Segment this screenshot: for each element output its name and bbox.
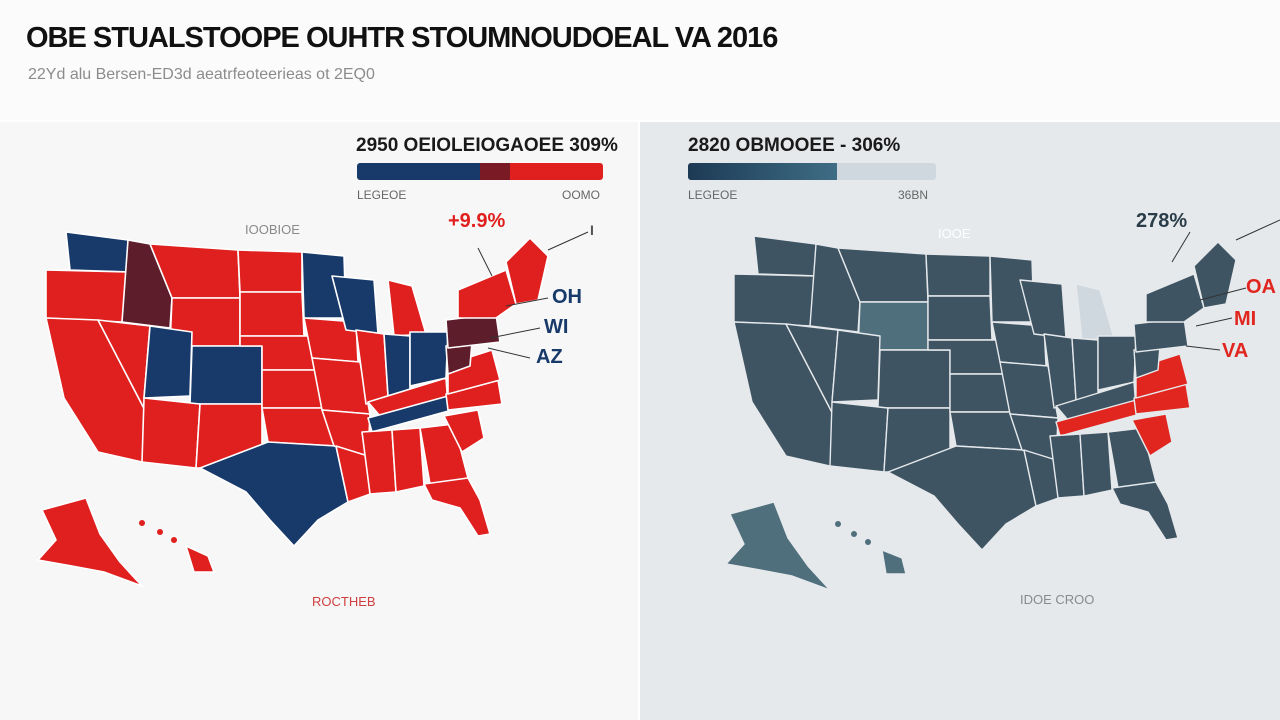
state-utah	[831, 329, 881, 403]
hawaii-island-dot	[851, 531, 857, 537]
left-bar-red-segment	[509, 163, 603, 180]
right-legend-left: LEGEOE	[688, 188, 738, 202]
state-indiana	[1071, 337, 1099, 401]
state-new-england	[1193, 241, 1237, 309]
page-title: OBE STUALSTOOPE OUHTR STOUMNOUDOEAL VA 2…	[26, 22, 778, 54]
state-oregon	[733, 273, 817, 327]
callout-line	[547, 231, 589, 251]
state-alaska	[37, 497, 143, 587]
right-legend-right: 36BN	[898, 188, 929, 202]
right-bar-title: 2820 OBMOOEE - 306%	[688, 135, 901, 156]
left-callout-wi: WI	[544, 316, 569, 338]
hawaii-island-dot	[171, 537, 177, 543]
left-bar-title: 2950 OEIOLEIOGAOEE 309%	[356, 135, 618, 156]
left-callout-az: AZ	[536, 346, 563, 368]
state-south-carolina	[1131, 413, 1173, 457]
left-callout-top-right: I	[590, 222, 594, 238]
state-colorado	[877, 349, 951, 409]
state-new-york	[457, 269, 517, 319]
state-new-york	[1145, 273, 1205, 323]
callout-line	[477, 247, 493, 277]
callout-line	[1235, 219, 1280, 241]
right-callout-va: VA	[1222, 340, 1249, 362]
right-result-bar	[688, 163, 936, 180]
left-legend-left: LEGEOE	[357, 188, 407, 202]
state-florida	[423, 477, 491, 537]
callout-line	[1185, 345, 1221, 351]
left-callout-pct: +9.9%	[448, 210, 506, 232]
state-michigan	[1075, 283, 1115, 341]
callout-line	[489, 327, 541, 339]
state-arizona	[829, 401, 889, 473]
state-pennsylvania	[1133, 317, 1189, 353]
state-new-england	[505, 237, 549, 305]
left-footer-label: ROCTHEB	[312, 594, 376, 609]
callout-line	[1199, 287, 1247, 301]
hawaii-island-dot	[157, 529, 163, 535]
left-bar-darkred-segment	[480, 163, 510, 180]
right-callout-mi: MI	[1234, 308, 1257, 330]
state-washington	[753, 235, 819, 277]
right-callout-pct: 278%	[1136, 210, 1188, 232]
hawaii-island-dot	[139, 520, 145, 526]
state-kansas	[949, 373, 1011, 413]
state-alaska	[725, 501, 831, 591]
left-result-bar	[357, 163, 603, 180]
state-north-dakota	[925, 253, 991, 297]
hawaii-island-dot	[865, 539, 871, 545]
state-hawaii	[881, 549, 907, 575]
right-callout-oa: OA	[1246, 276, 1276, 298]
right-map-label: IOOE	[938, 226, 971, 241]
state-alabama	[1079, 431, 1113, 497]
state-south-dakota	[927, 295, 993, 341]
callout-line	[505, 297, 549, 307]
page-subtitle: 22Yd alu Bersen-ED3d aeatrfeoteerieas ot…	[28, 66, 375, 83]
state-ohio	[1097, 335, 1137, 391]
right-bar-fill	[688, 163, 837, 180]
callout-line	[487, 347, 531, 359]
callout-line	[1171, 231, 1191, 263]
state-south-carolina	[443, 409, 485, 453]
header: OBE STUALSTOOPE OUHTR STOUMNOUDOEAL VA 2…	[0, 0, 1280, 120]
state-texas	[199, 441, 349, 547]
left-bar-blue-segment	[357, 163, 480, 180]
callout-line	[1195, 317, 1233, 327]
state-hawaii	[185, 545, 215, 573]
state-florida	[1111, 481, 1179, 541]
hawaii-island-dot	[835, 521, 841, 527]
state-texas	[887, 445, 1037, 551]
left-callout-oh: OH	[552, 286, 582, 308]
left-legend-right: OOMO	[562, 188, 600, 202]
state-alabama	[391, 427, 425, 493]
left-map-label: IOOBIOE	[245, 222, 300, 237]
right-footer-label: IDOE CROO	[1020, 592, 1095, 607]
